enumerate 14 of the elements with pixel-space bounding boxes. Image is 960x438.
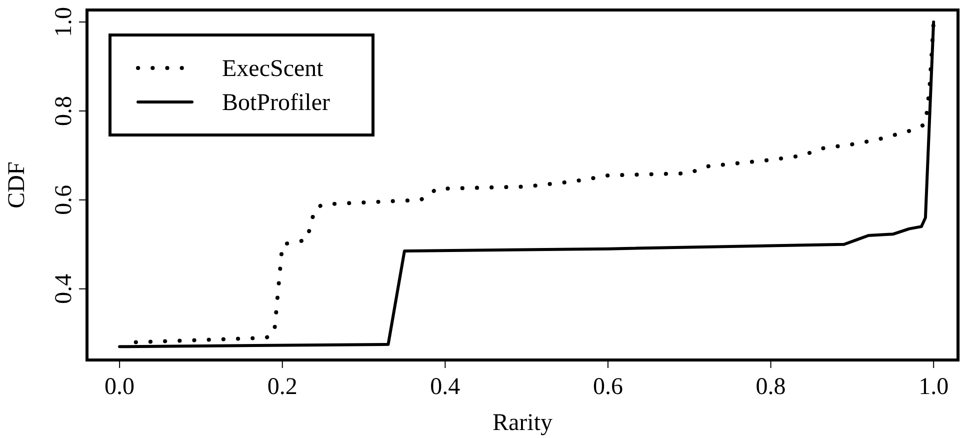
x-tick-label: 0.0 [104, 374, 135, 400]
x-tick-label: 1.0 [918, 374, 949, 400]
x-tick-label: 0.6 [592, 374, 623, 400]
x-tick-label: 0.8 [756, 374, 786, 400]
x-axis-title: Rarity [492, 410, 552, 436]
legend-label: BotProfiler [222, 90, 330, 116]
x-tick-label: 0.2 [267, 374, 298, 400]
x-tick-label: 0.4 [430, 374, 460, 400]
y-tick-label: 0.8 [51, 96, 77, 126]
y-tick-label: 0.4 [51, 274, 77, 304]
y-axis-title: CDF [4, 162, 30, 208]
y-tick-label: 0.6 [51, 184, 77, 215]
y-tick-label: 1.0 [51, 7, 77, 38]
legend-label: ExecScent [222, 56, 324, 82]
